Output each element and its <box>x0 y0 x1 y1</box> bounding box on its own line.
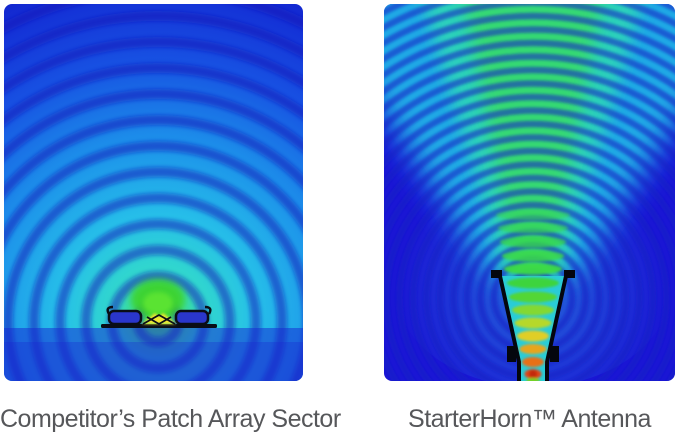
horn-antenna-simulation-image <box>384 4 675 381</box>
horn-beam-maxima <box>496 210 570 275</box>
patch-array-caption: Competitor’s Patch Array Sector <box>0 405 341 433</box>
horn-field-plot <box>384 4 675 381</box>
patch-shadow-region-lower <box>4 342 303 381</box>
patch-array-simulation-image <box>4 4 303 381</box>
horn-internal-field-hotspots <box>507 277 559 381</box>
patch-nearfield-hotspot <box>131 279 185 319</box>
patch-array-antenna-structure <box>101 305 217 328</box>
horn-antenna-caption: StarterHorn™ Antenna <box>408 405 651 433</box>
horn-antenna-structure <box>491 270 575 381</box>
patch-shadow-region <box>4 328 303 381</box>
patch-array-field-plot <box>4 4 303 381</box>
